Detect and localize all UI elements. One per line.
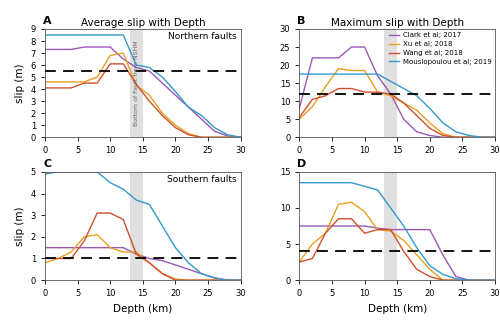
Text: D: D [298, 159, 306, 169]
Title: Average slip with Depth: Average slip with Depth [80, 18, 205, 28]
Text: C: C [43, 159, 51, 169]
X-axis label: Depth (km): Depth (km) [368, 304, 427, 314]
Text: Southern faults: Southern faults [167, 175, 236, 184]
Text: A: A [43, 16, 52, 26]
Bar [130, 29, 143, 137]
Y-axis label: slip (m): slip (m) [15, 63, 25, 103]
Y-axis label: slip (m): slip (m) [15, 206, 25, 246]
Text: Bottom of Fault from NSHM: Bottom of Fault from NSHM [134, 40, 139, 126]
Bar [384, 29, 397, 137]
Text: B: B [298, 16, 306, 26]
Title: Maximum slip with Depth: Maximum slip with Depth [330, 18, 464, 28]
Bar [130, 172, 143, 280]
X-axis label: Depth (km): Depth (km) [113, 304, 172, 314]
Text: Northern faults: Northern faults [168, 32, 236, 41]
Legend: Clark et al; 2017, Xu et al; 2018, Wang et al; 2018, Mouslopoulou et al; 2019: Clark et al; 2017, Xu et al; 2018, Wang … [389, 33, 492, 65]
Bar [384, 172, 397, 280]
